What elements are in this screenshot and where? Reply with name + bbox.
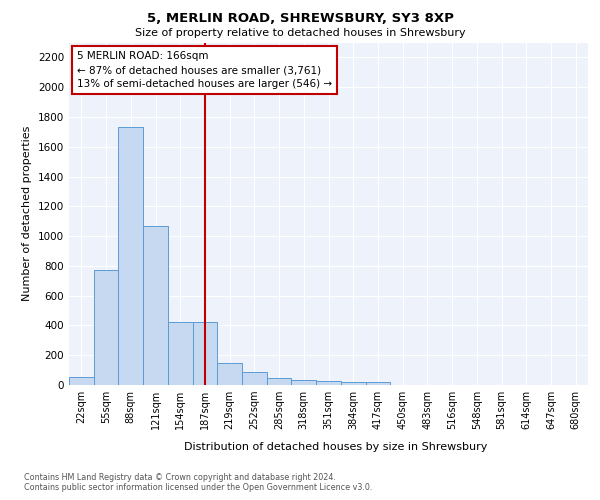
Bar bbox=[94, 270, 118, 385]
Bar bbox=[168, 322, 193, 385]
Bar bbox=[316, 381, 341, 385]
Y-axis label: Number of detached properties: Number of detached properties bbox=[22, 126, 32, 302]
Bar bbox=[118, 128, 143, 385]
Bar bbox=[341, 382, 365, 385]
Bar bbox=[143, 226, 168, 385]
Bar bbox=[193, 322, 217, 385]
Bar bbox=[365, 382, 390, 385]
Text: 5, MERLIN ROAD, SHREWSBURY, SY3 8XP: 5, MERLIN ROAD, SHREWSBURY, SY3 8XP bbox=[146, 12, 454, 26]
Text: Size of property relative to detached houses in Shrewsbury: Size of property relative to detached ho… bbox=[134, 28, 466, 38]
Text: Distribution of detached houses by size in Shrewsbury: Distribution of detached houses by size … bbox=[184, 442, 488, 452]
Text: Contains public sector information licensed under the Open Government Licence v3: Contains public sector information licen… bbox=[24, 484, 373, 492]
Text: Contains HM Land Registry data © Crown copyright and database right 2024.: Contains HM Land Registry data © Crown c… bbox=[24, 472, 336, 482]
Text: 5 MERLIN ROAD: 166sqm
← 87% of detached houses are smaller (3,761)
13% of semi-d: 5 MERLIN ROAD: 166sqm ← 87% of detached … bbox=[77, 51, 332, 89]
Bar bbox=[242, 372, 267, 385]
Bar bbox=[267, 378, 292, 385]
Bar bbox=[292, 380, 316, 385]
Bar bbox=[69, 377, 94, 385]
Bar bbox=[217, 362, 242, 385]
